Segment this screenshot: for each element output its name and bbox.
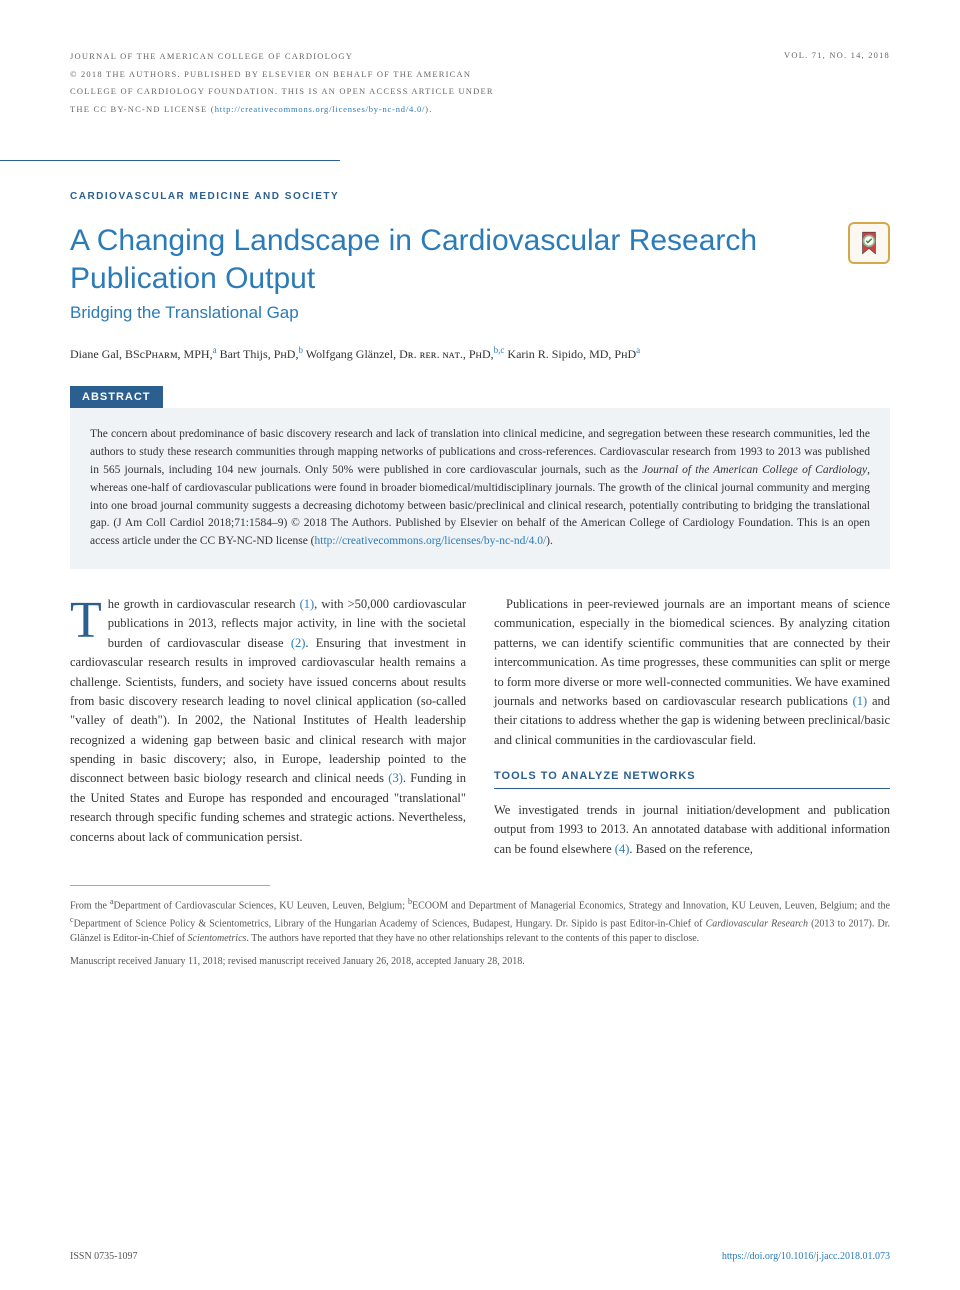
ref-2[interactable]: (2) [291, 636, 306, 650]
copyright-line-2: COLLEGE OF CARDIOLOGY FOUNDATION. THIS I… [70, 85, 784, 99]
author-4-aff: a [636, 345, 640, 355]
body-para-1: The growth in cardiovascular research (1… [70, 595, 466, 847]
author-1: Diane Gal, BScPʜᴀʀᴍ, MPH, [70, 347, 213, 361]
ref-3[interactable]: (3) [388, 771, 403, 785]
abstract-license-link[interactable]: http://creativecommons.org/licenses/by-n… [315, 535, 547, 547]
affiliation-footnote: From the aDepartment of Cardiovascular S… [70, 896, 890, 946]
abstract-journal-em: Journal of the American College of Cardi… [642, 464, 867, 476]
copyright-line-1: © 2018 THE AUTHORS. PUBLISHED BY ELSEVIE… [70, 68, 784, 82]
body-p1c: . Ensuring that investment in cardiovasc… [70, 636, 466, 786]
header-divider [0, 160, 340, 161]
manuscript-dates: Manuscript received January 11, 2018; re… [70, 956, 890, 967]
license-suffix: ). [425, 104, 432, 114]
ref-4[interactable]: (4) [615, 842, 630, 856]
author-3: Wolfgang Glänzel, Dʀ. ʀᴇʀ. ɴᴀᴛ., PʜD, [306, 347, 494, 361]
author-1-aff: a [213, 345, 217, 355]
body-columns: The growth in cardiovascular research (1… [70, 595, 890, 859]
header-meta-row: JOURNAL OF THE AMERICAN COLLEGE OF CARDI… [70, 50, 890, 120]
bookmark-check-icon [856, 230, 882, 256]
column-left: The growth in cardiovascular research (1… [70, 595, 466, 859]
abstract-text-3: ). [546, 535, 553, 547]
license-url-link[interactable]: http://creativecommons.org/licenses/by-n… [215, 104, 425, 114]
article-title: A Changing Landscape in Cardiovascular R… [70, 222, 828, 297]
fn-f: . The authors have reported that they ha… [246, 933, 699, 944]
fn-d-em: Cardiovascular Research [706, 918, 808, 929]
issn-label: ISSN 0735-1097 [70, 1251, 138, 1262]
ref-1b[interactable]: (1) [853, 694, 868, 708]
body-para-3: We investigated trends in journal initia… [494, 801, 890, 859]
fn-a: From the [70, 901, 110, 912]
fn-b: Department of Cardiovascular Sciences, K… [114, 901, 409, 912]
abstract-container: ABSTRACT The concern about predominance … [70, 386, 890, 569]
body-p1a: he growth in cardiovascular research [108, 597, 300, 611]
ref-1[interactable]: (1) [300, 597, 315, 611]
section-heading-tools: TOOLS TO ANALYZE NETWORKS [494, 768, 890, 789]
body-p2a: Publications in peer-reviewed journals a… [494, 597, 890, 708]
license-prefix: THE CC BY-NC-ND LICENSE ( [70, 104, 215, 114]
fn-c: ECOOM and Department of Managerial Econo… [412, 901, 890, 912]
article-subtitle: Bridging the Translational Gap [70, 303, 828, 323]
body-p3b: . Based on the reference, [629, 842, 753, 856]
title-block: A Changing Landscape in Cardiovascular R… [70, 222, 848, 345]
volume-info: VOL. 71, NO. 14, 2018 [784, 50, 890, 60]
body-para-2: Publications in peer-reviewed journals a… [494, 595, 890, 750]
author-list: Diane Gal, BScPʜᴀʀᴍ, MPH,a Bart Thijs, P… [70, 345, 890, 362]
fn-e-em: Scientometrics [188, 933, 247, 944]
doi-link[interactable]: https://doi.org/10.1016/j.jacc.2018.01.0… [722, 1251, 890, 1262]
license-line: THE CC BY-NC-ND LICENSE (http://creative… [70, 103, 784, 117]
title-row: A Changing Landscape in Cardiovascular R… [70, 222, 890, 345]
journal-name: JOURNAL OF THE AMERICAN COLLEGE OF CARDI… [70, 50, 784, 64]
dropcap: T [70, 595, 108, 643]
fn-d: Department of Science Policy & Scientome… [74, 918, 706, 929]
page-footer: ISSN 0735-1097 https://doi.org/10.1016/j… [70, 1251, 890, 1262]
column-right: Publications in peer-reviewed journals a… [494, 595, 890, 859]
crossmark-badge-icon[interactable] [848, 222, 890, 264]
section-label: CARDIOVASCULAR MEDICINE AND SOCIETY [70, 191, 890, 202]
author-2-aff: b [298, 345, 303, 355]
author-2: Bart Thijs, PʜD, [220, 347, 299, 361]
abstract-body: The concern about predominance of basic … [70, 408, 890, 569]
abstract-label: ABSTRACT [70, 386, 163, 408]
header-meta-left: JOURNAL OF THE AMERICAN COLLEGE OF CARDI… [70, 50, 784, 120]
author-3-aff: b,c [494, 345, 505, 355]
footnote-divider [70, 885, 270, 886]
author-4: Karin R. Sipido, MD, PʜD [507, 347, 636, 361]
